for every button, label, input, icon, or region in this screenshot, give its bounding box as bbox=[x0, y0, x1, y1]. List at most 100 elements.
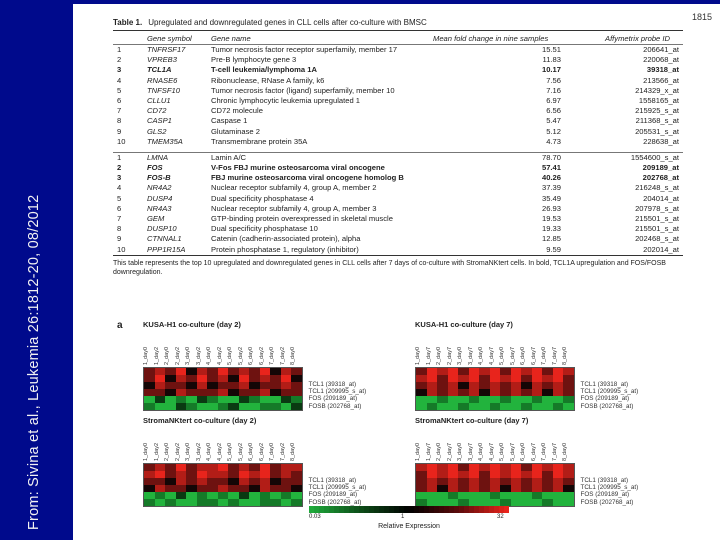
heatmap-cell bbox=[447, 492, 458, 499]
probe-id: 215501_s_at bbox=[635, 214, 679, 223]
heatmap-cell bbox=[510, 499, 521, 506]
heatmap-cell bbox=[154, 375, 165, 382]
sample-label: 3_day0 bbox=[457, 346, 463, 365]
legend-swatch bbox=[474, 506, 479, 513]
gene-symbol: LMNA bbox=[147, 152, 169, 162]
heatmap-cell bbox=[165, 485, 176, 492]
sample-label: 8_day0 bbox=[290, 442, 296, 461]
heatmap-cell bbox=[154, 403, 165, 410]
heatmap-cell bbox=[542, 485, 553, 492]
heatmap-cell bbox=[542, 403, 553, 410]
heatmap-cell bbox=[144, 478, 155, 485]
heatmap-cell bbox=[447, 403, 458, 410]
heatmap-area: TCL1 (39318_at) TCL1 (209995_s_at) FOS (20… bbox=[415, 367, 685, 411]
heatmap-cell bbox=[552, 471, 563, 478]
heatmap-cell bbox=[259, 478, 270, 485]
heatmap-cell bbox=[186, 375, 197, 382]
heatmap-cell bbox=[426, 396, 437, 403]
heatmap-cell bbox=[217, 499, 228, 506]
sample-label: 5_day0 bbox=[499, 442, 505, 461]
heatmap-cell bbox=[531, 368, 542, 375]
legend-swatch bbox=[434, 506, 439, 513]
heatmap-cell bbox=[238, 499, 249, 506]
heatmap-cell bbox=[521, 492, 532, 499]
upregulated-rows: 1 TNFRSF17 Tumor necrosis factor receptor … bbox=[113, 45, 683, 147]
legend-swatch bbox=[314, 506, 319, 513]
heatmap-cell bbox=[542, 492, 553, 499]
probe-label: FOSB (202768_at) bbox=[308, 498, 362, 506]
heatmap-cell bbox=[217, 464, 228, 471]
sample-label: 4_day0 bbox=[478, 442, 484, 461]
legend-swatch bbox=[309, 506, 314, 513]
probe-label: TCL1 (39318_at) bbox=[580, 477, 629, 484]
heatmap-cell bbox=[228, 478, 239, 485]
heatmap-cell bbox=[196, 492, 207, 499]
heatmap-cell bbox=[144, 471, 155, 478]
heatmap-cell bbox=[542, 375, 553, 382]
sample-label: 6_day0 bbox=[520, 346, 526, 365]
legend-swatch bbox=[489, 506, 494, 513]
fold-change: 15.51 bbox=[541, 45, 561, 54]
sample-label: 3_day2 bbox=[195, 346, 202, 365]
probe-labels: TCL1 (39318_at) TCL1 (209995_s_at) FOS (20… bbox=[581, 381, 639, 410]
heatmap-cell bbox=[437, 368, 448, 375]
probe-id: 216248_s_at bbox=[635, 183, 679, 193]
heatmap-cell bbox=[458, 485, 469, 492]
heatmap-cell bbox=[426, 492, 437, 499]
heatmap-cell bbox=[291, 499, 302, 506]
sample-label: 4_day2 bbox=[216, 442, 223, 461]
heatmap-cell bbox=[479, 499, 490, 506]
heatmap-cell bbox=[510, 396, 521, 403]
heatmap-cell bbox=[175, 396, 186, 403]
heatmap-cell bbox=[468, 389, 479, 396]
legend-swatch bbox=[384, 506, 389, 513]
heatmap-cell bbox=[489, 396, 500, 403]
heatmap-cell bbox=[552, 492, 563, 499]
sample-label: 3_day0 bbox=[185, 442, 191, 461]
heatmap-cell bbox=[154, 464, 165, 471]
heatmap-cell bbox=[531, 471, 542, 478]
panel-title: StromaNKtert co-culture (day 7) bbox=[415, 416, 529, 425]
heatmap-cell bbox=[270, 499, 281, 506]
heatmap-cell bbox=[468, 478, 479, 485]
heatmap-cell bbox=[458, 382, 469, 389]
probe-id: 213566_at bbox=[643, 75, 679, 85]
heatmap-cell bbox=[165, 382, 176, 389]
row-number: 3 bbox=[117, 65, 122, 75]
heatmap-cell bbox=[165, 499, 176, 506]
heatmap-cell bbox=[249, 492, 260, 499]
heatmap-cell bbox=[186, 485, 197, 492]
legend-swatch bbox=[359, 506, 364, 513]
heatmap-cell bbox=[280, 464, 291, 471]
heatmap-cell bbox=[238, 492, 249, 499]
probe-label: TCL1 (209995_s_at) bbox=[580, 388, 639, 396]
fold-change: 26.93 bbox=[541, 203, 561, 213]
heatmap-cell bbox=[458, 478, 469, 485]
sample-label: 5_day7 bbox=[509, 346, 516, 365]
heatmap-cell bbox=[479, 403, 490, 410]
sample-label: 1_day7 bbox=[425, 346, 432, 365]
gene-name: Transmembrane protein 35A bbox=[211, 136, 308, 146]
heatmap-cell bbox=[416, 375, 427, 382]
heatmap-cell bbox=[196, 403, 207, 410]
sample-label: 1_day0 bbox=[143, 346, 149, 365]
heatmap-cell bbox=[175, 389, 186, 396]
sample-label: 2_day2 bbox=[174, 442, 181, 461]
probe-labels: TCL1 (39318_at) TCL1 (209995_s_at) FOS (20… bbox=[309, 477, 367, 506]
fold-change: 12.85 bbox=[541, 234, 561, 244]
probe-labels: TCL1 (39318_at) TCL1 (209995_s_at) FOS (20… bbox=[581, 477, 639, 506]
heatmap-cell bbox=[510, 382, 521, 389]
gene-symbol: GLS2 bbox=[147, 126, 167, 136]
heatmap-cell bbox=[259, 389, 270, 396]
heatmap-cell bbox=[479, 485, 490, 492]
fold-change: 37.39 bbox=[541, 183, 561, 193]
heatmap-cell bbox=[500, 375, 511, 382]
heatmap-cell bbox=[531, 485, 542, 492]
probe-id: 202468_s_at bbox=[635, 234, 679, 244]
sample-label: 1_day0 bbox=[415, 346, 421, 365]
legend-swatch bbox=[339, 506, 344, 513]
gene-symbol: TMEM35A bbox=[147, 136, 183, 146]
heatmap-cell bbox=[249, 499, 260, 506]
heatmap-cell bbox=[259, 464, 270, 471]
legend-swatch bbox=[469, 506, 474, 513]
